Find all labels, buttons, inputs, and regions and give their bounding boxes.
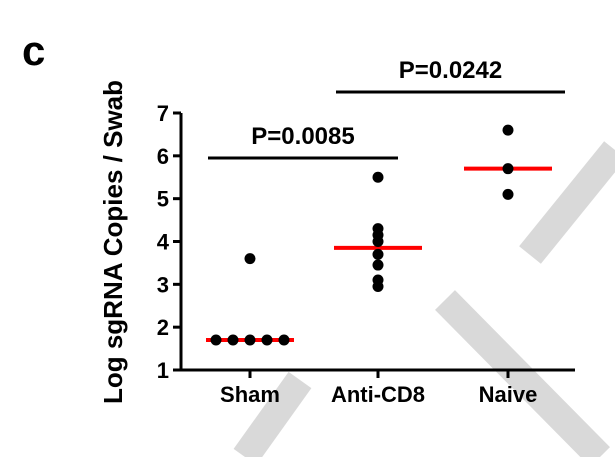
comparison-brackets: P=0.0085 P=0.0242	[208, 57, 565, 160]
y-tick-label: 6	[157, 144, 169, 169]
data-point	[502, 188, 514, 200]
data-point	[244, 253, 256, 265]
data-point	[372, 280, 384, 292]
data-point	[372, 248, 384, 260]
y-tick-label: 3	[157, 272, 169, 297]
y-tick-label: 5	[157, 187, 169, 212]
y-axis-label: Log sgRNA Copies / Swab	[98, 80, 128, 404]
watermark	[233, 141, 615, 457]
data-point	[372, 171, 384, 183]
p-value-label: P=0.0085	[251, 123, 354, 150]
y-tick-label: 1	[157, 358, 169, 383]
y-tick-label: 4	[157, 230, 170, 255]
data-point	[502, 124, 514, 136]
data-points	[210, 124, 514, 346]
data-point	[210, 334, 222, 346]
x-tick-label: Sham	[220, 382, 280, 407]
panel-label: c	[22, 27, 46, 74]
data-point	[244, 334, 256, 346]
data-point	[372, 259, 384, 271]
x-tick-label: Naive	[479, 382, 538, 407]
x-tick-label: Anti-CD8	[331, 382, 425, 407]
data-point	[372, 236, 384, 247]
data-point	[227, 334, 239, 346]
p-value-label: P=0.0242	[399, 57, 502, 84]
y-tick-label: 2	[157, 315, 169, 340]
data-point	[278, 334, 290, 346]
axes: 1 2 3 4 5 6 7 Sham Anti-CD8 Naive	[157, 101, 575, 407]
y-tick-label: 7	[157, 101, 169, 126]
data-point	[261, 334, 273, 346]
data-point	[502, 163, 514, 175]
